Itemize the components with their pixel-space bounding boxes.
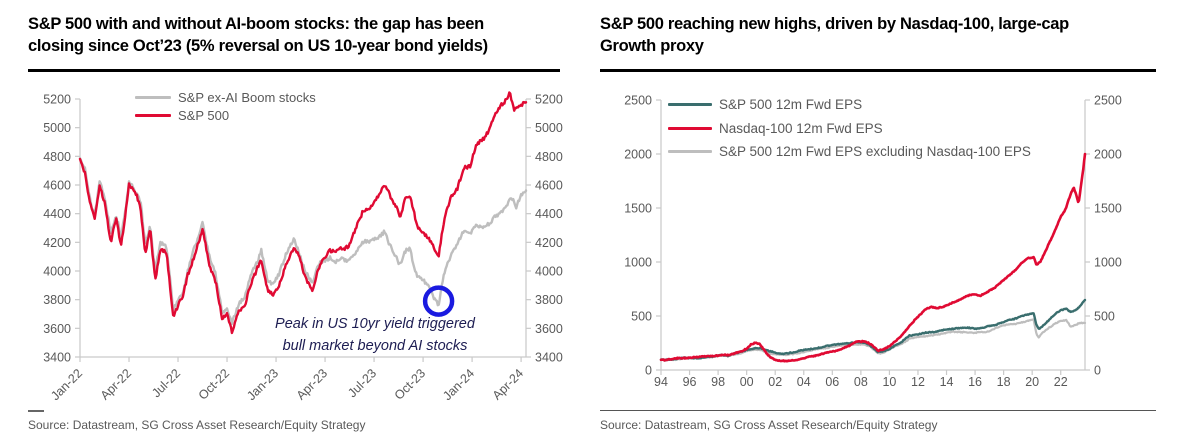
sp500-line-swatch	[135, 114, 171, 117]
chart-annotation: Peak in US 10yr yield triggered bull mar…	[240, 313, 510, 357]
legend-item-nasdaq-eps: Nasdaq-100 12m Fwd EPS	[668, 120, 883, 136]
legend-label-sp500: S&P 500	[178, 108, 230, 123]
series-line-0	[659, 298, 1087, 362]
left-source-text: Source: Datastream, SG Cross Asset Resea…	[28, 418, 366, 432]
x-axis-tick-label: 02	[768, 375, 782, 389]
x-axis-tick-label: 98	[711, 375, 725, 389]
x-axis-tick-label: 12	[911, 375, 925, 389]
legend-label-sp500-eps: S&P 500 12m Fwd EPS	[719, 96, 863, 112]
x-axis-tick-label: Jan-24	[440, 366, 477, 403]
x-axis-tick-label: 16	[968, 375, 982, 389]
highlight-circle-annotation	[422, 285, 455, 317]
y-axis-tick-label: 4000	[535, 265, 563, 279]
left-chart-title-line1: S&P 500 with and without AI-boom stocks:…	[28, 15, 484, 33]
legend-item-sp500: S&P 500	[135, 108, 229, 123]
sp500-eps-line-swatch	[668, 102, 712, 106]
right-chart-panel: S&P 500 reaching new highs, driven by Na…	[591, 0, 1182, 447]
x-axis-tick-label: 10	[882, 375, 896, 389]
y-axis-tick-label: 4200	[535, 236, 563, 250]
y-axis-tick-label: 4600	[43, 179, 71, 193]
y-axis-tick-label: 3400	[43, 351, 71, 365]
x-axis-tick-label: 96	[683, 375, 697, 389]
left-chart: 3400 3400 3600 3600 3800 3800 4000 4000 4200 4200…	[43, 91, 563, 403]
y-axis-tick-label: 500	[1094, 310, 1115, 324]
y-axis-tick-label: 1500	[1094, 202, 1122, 216]
right-source-text: Source: Datastream, SG Cross Asset Resea…	[600, 418, 938, 432]
y-axis-tick-label: 5000	[43, 121, 71, 135]
annotation-line2: bull market beyond AI stocks	[282, 338, 468, 354]
sp500-ex-nasdaq-eps-line-swatch	[668, 149, 712, 153]
legend-item-ex-ai: S&P ex-AI Boom stocks	[135, 90, 316, 105]
left-title-underline	[28, 69, 560, 72]
legend-label-ex-ai: S&P ex-AI Boom stocks	[178, 90, 316, 105]
y-axis-tick-label: 4400	[43, 207, 71, 221]
annotation-line1: Peak in US 10yr yield triggered	[275, 316, 475, 332]
y-axis-tick-label: 5000	[535, 121, 563, 135]
x-axis-tick-label: Apr-24	[490, 366, 526, 402]
x-axis-tick-label: Oct-22	[196, 366, 232, 402]
x-axis-tick-label: Apr-23	[294, 366, 330, 402]
x-axis-tick-label: Jan-22	[48, 366, 85, 403]
y-axis-tick-label: 3400	[535, 351, 563, 365]
y-axis-tick-label: 3800	[535, 293, 563, 307]
y-axis-tick-label: 0	[645, 364, 652, 378]
x-axis-tick-label: Jul-23	[345, 366, 379, 400]
y-axis-tick-label: 1000	[624, 256, 652, 270]
x-axis-tick-label: Apr-22	[98, 366, 134, 402]
x-axis-tick-label: 18	[997, 375, 1011, 389]
y-axis-tick-label: 500	[631, 310, 652, 324]
x-axis-tick-label: 00	[740, 375, 754, 389]
right-chart-title-line1: S&P 500 reaching new highs, driven by Na…	[600, 15, 1069, 33]
y-axis-tick-label: 2500	[624, 94, 652, 108]
legend-item-sp500-eps: S&P 500 12m Fwd EPS	[668, 96, 862, 112]
y-axis-tick-label: 0	[1094, 364, 1101, 378]
left-chart-panel: S&P 500 with and without AI-boom stocks:…	[28, 14, 563, 432]
legend-label-sp500-ex-nasdaq-eps: S&P 500 12m Fwd EPS excluding Nasdaq-100…	[719, 143, 1031, 159]
right-chart-title: S&P 500 reaching new highs, driven by Na…	[600, 14, 1069, 57]
right-chart-title-line2: Growth proxy	[600, 36, 704, 55]
x-axis-tick-label: 94	[654, 375, 668, 389]
right-title-underline	[600, 69, 1156, 72]
y-axis-tick-label: 5200	[43, 93, 71, 107]
x-axis-tick-label: 14	[940, 375, 954, 389]
y-axis-tick-label: 2000	[1094, 148, 1122, 162]
y-axis-tick-label: 3600	[43, 322, 71, 336]
x-axis-tick-label: Jul-22	[149, 366, 183, 400]
x-axis-tick-label: 04	[797, 375, 811, 389]
x-axis-tick-label: Jan-23	[244, 366, 281, 403]
y-axis-tick-label: 5200	[535, 93, 563, 107]
y-axis-tick-label: 3800	[43, 293, 71, 307]
x-axis-tick-label: 08	[854, 375, 868, 389]
left-source-dash	[28, 410, 44, 412]
y-axis-tick-label: 1000	[1094, 256, 1122, 270]
y-axis-tick-label: 4200	[43, 236, 71, 250]
y-axis-tick-label: 4600	[535, 179, 563, 193]
nasdaq-eps-line-swatch	[668, 126, 712, 130]
series-line-1	[659, 152, 1087, 363]
left-chart-title: S&P 500 with and without AI-boom stocks:…	[28, 14, 488, 57]
right-source-rule	[600, 410, 1156, 411]
ex-ai-line-swatch	[135, 96, 171, 99]
y-axis-tick-label: 4800	[535, 150, 563, 164]
y-axis-tick-label: 4800	[43, 150, 71, 164]
y-axis-tick-label: 1500	[624, 202, 652, 216]
x-axis-tick-label: Oct-23	[392, 366, 428, 402]
y-axis-tick-label: 3600	[535, 322, 563, 336]
series-line-1	[78, 91, 528, 335]
y-axis-tick-label: 4400	[535, 207, 563, 221]
left-chart-title-line2: closing since Oct’23 (5% reversal on US …	[28, 36, 488, 55]
x-axis-tick-label: 20	[1025, 375, 1039, 389]
y-axis-tick-label: 4000	[43, 265, 71, 279]
legend-label-nasdaq-eps: Nasdaq-100 12m Fwd EPS	[719, 120, 883, 136]
x-axis-tick-label: 06	[825, 375, 839, 389]
legend-item-sp500-ex-nasdaq-eps: S&P 500 12m Fwd EPS excluding Nasdaq-100…	[668, 143, 1031, 159]
y-axis-tick-label: 2000	[624, 148, 652, 162]
x-axis-tick-label: 22	[1054, 375, 1068, 389]
y-axis-tick-label: 2500	[1094, 94, 1122, 108]
